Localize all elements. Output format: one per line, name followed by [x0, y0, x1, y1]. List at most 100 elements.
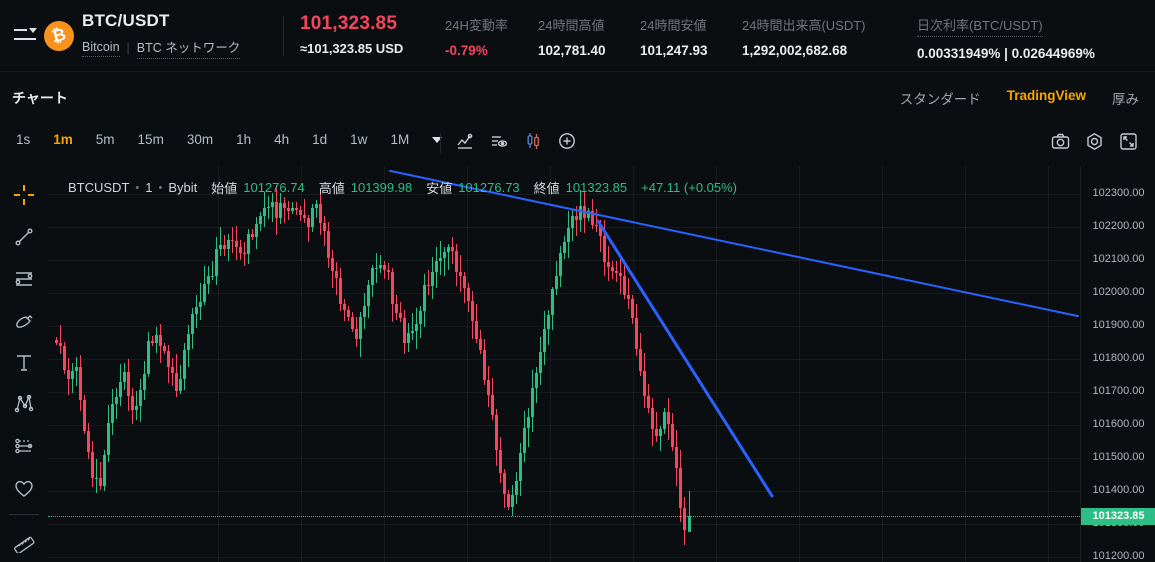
chart-plot-area[interactable]: BTCUSDT • 1 • Bybit 始値 101276.74 高値 1013… [48, 166, 1080, 562]
candle-body [663, 411, 666, 429]
candle-body [623, 276, 626, 295]
candle-wick [628, 278, 629, 309]
h-gridline [48, 491, 1080, 492]
chart-style-icon[interactable] [455, 131, 475, 151]
candle-wick [308, 215, 309, 243]
candle-body [551, 289, 554, 315]
sub-separator: | [126, 41, 130, 55]
candle-body [95, 477, 98, 479]
candle-wick [596, 209, 597, 232]
candle-body [479, 338, 482, 351]
candle-body [127, 372, 130, 397]
candle-body [611, 266, 614, 271]
stat-label[interactable]: 日次利率(BTC/USDT) [917, 15, 1043, 37]
stat-24h-volume: 24時間出来高(USDT) 1,292,002,682.68 [742, 15, 866, 58]
candle-body [215, 248, 218, 276]
candle-body [351, 317, 354, 329]
fib-retracement-tool-icon[interactable] [5, 258, 43, 300]
brush-tool-icon[interactable] [5, 300, 43, 342]
candle-body [119, 381, 122, 398]
settings-gear-icon[interactable] [1084, 131, 1105, 152]
stat-value: 1,292,002,682.68 [742, 43, 848, 58]
timeframe-dropdown-icon[interactable] [432, 136, 443, 143]
toolbar-separator [9, 514, 39, 516]
mode-standard[interactable]: スタンダード [899, 92, 981, 107]
mode-depth[interactable]: 厚み [1112, 92, 1139, 107]
legend-open-value: 101276.74 [243, 180, 305, 195]
candle-body [91, 452, 94, 479]
price-axis-label: 101600.00 [1092, 418, 1145, 430]
timeframe-5m[interactable]: 5m [95, 132, 115, 147]
h-gridline [48, 524, 1080, 525]
candle-body [191, 313, 194, 334]
timeframe-1d[interactable]: 1d [312, 132, 328, 147]
timeframe-15m[interactable]: 15m [137, 132, 164, 147]
markets-menu-icon[interactable] [14, 27, 37, 45]
measure-ruler-tool-icon[interactable] [5, 520, 43, 562]
crosshair-tool-icon[interactable] [5, 174, 43, 216]
candle-body [471, 301, 474, 322]
text-tool-icon[interactable] [5, 342, 43, 384]
candle-display-icon[interactable] [523, 131, 543, 151]
indicators-icon[interactable] [489, 131, 509, 151]
timeframe-1m[interactable]: 1m [53, 132, 73, 147]
candle-body [151, 340, 154, 343]
candle-body [319, 203, 322, 223]
add-compare-icon[interactable] [557, 131, 577, 151]
timeframe-4h[interactable]: 4h [274, 132, 290, 147]
v-gridline [384, 166, 385, 562]
candle-body [495, 414, 498, 450]
candle-body [307, 218, 310, 228]
xabcd-pattern-tool-icon[interactable] [5, 383, 43, 425]
last-price-tag[interactable]: 101323.85 [1081, 508, 1155, 526]
candle-body [139, 389, 142, 406]
timeframe-1M[interactable]: 1M [390, 132, 410, 147]
timeframe-1h[interactable]: 1h [236, 132, 252, 147]
candle-body [295, 207, 298, 210]
legend-symbol[interactable]: BTCUSDT [68, 180, 130, 195]
candle-body [519, 453, 522, 482]
mode-tradingview[interactable]: TradingView [1006, 88, 1086, 103]
position-tool-icon[interactable] [5, 425, 43, 467]
price-axis-label: 101800.00 [1092, 352, 1145, 364]
timeframe-1s[interactable]: 1s [16, 132, 31, 147]
candle-wick [336, 262, 337, 296]
trendline-tool-icon[interactable] [5, 216, 43, 258]
coin-name-link[interactable]: Bitcoin [82, 40, 120, 57]
favorites-heart-icon[interactable] [5, 467, 43, 509]
candle-body [547, 314, 550, 330]
candle-wick [412, 313, 413, 340]
candle-body [487, 379, 490, 396]
candle-body [455, 251, 458, 273]
fullscreen-icon[interactable] [1118, 131, 1139, 152]
price-axis[interactable]: 101323.85 102300.00 102200.00 102100.00 102… [1080, 166, 1155, 562]
candle-body [275, 201, 278, 219]
trendline-drawing[interactable] [389, 169, 1079, 318]
candle-body [667, 411, 670, 425]
v-gridline [799, 166, 800, 562]
candle-body [107, 423, 110, 456]
legend-interval: 1 [145, 180, 153, 195]
network-link[interactable]: BTC ネットワーク [136, 37, 241, 59]
candle-body [231, 240, 234, 242]
trendline-drawing[interactable] [596, 219, 774, 498]
candle-wick [428, 270, 429, 295]
candle-body [363, 306, 366, 318]
legend-high-value: 101399.98 [350, 180, 413, 195]
candle-wick [400, 302, 401, 322]
legend-low-label: 安値 [426, 181, 453, 196]
h-gridline [48, 392, 1080, 393]
candle-body [135, 405, 138, 411]
chart-widget: BTCUSDT • 1 • Bybit 始値 101276.74 高値 1013… [0, 166, 1155, 562]
stat-label: 24時間高値 [538, 18, 605, 33]
stat-value: 102,781.40 [538, 43, 606, 58]
timeframe-30m[interactable]: 30m [186, 132, 214, 147]
candle-wick [76, 357, 77, 387]
candle-wick [304, 199, 305, 223]
candle-body [688, 516, 691, 532]
camera-snapshot-icon[interactable] [1050, 131, 1071, 152]
candle-body [539, 351, 542, 374]
timeframe-1w[interactable]: 1w [350, 132, 368, 147]
legend-open-label: 始値 [211, 181, 238, 196]
candle-body [79, 367, 82, 400]
